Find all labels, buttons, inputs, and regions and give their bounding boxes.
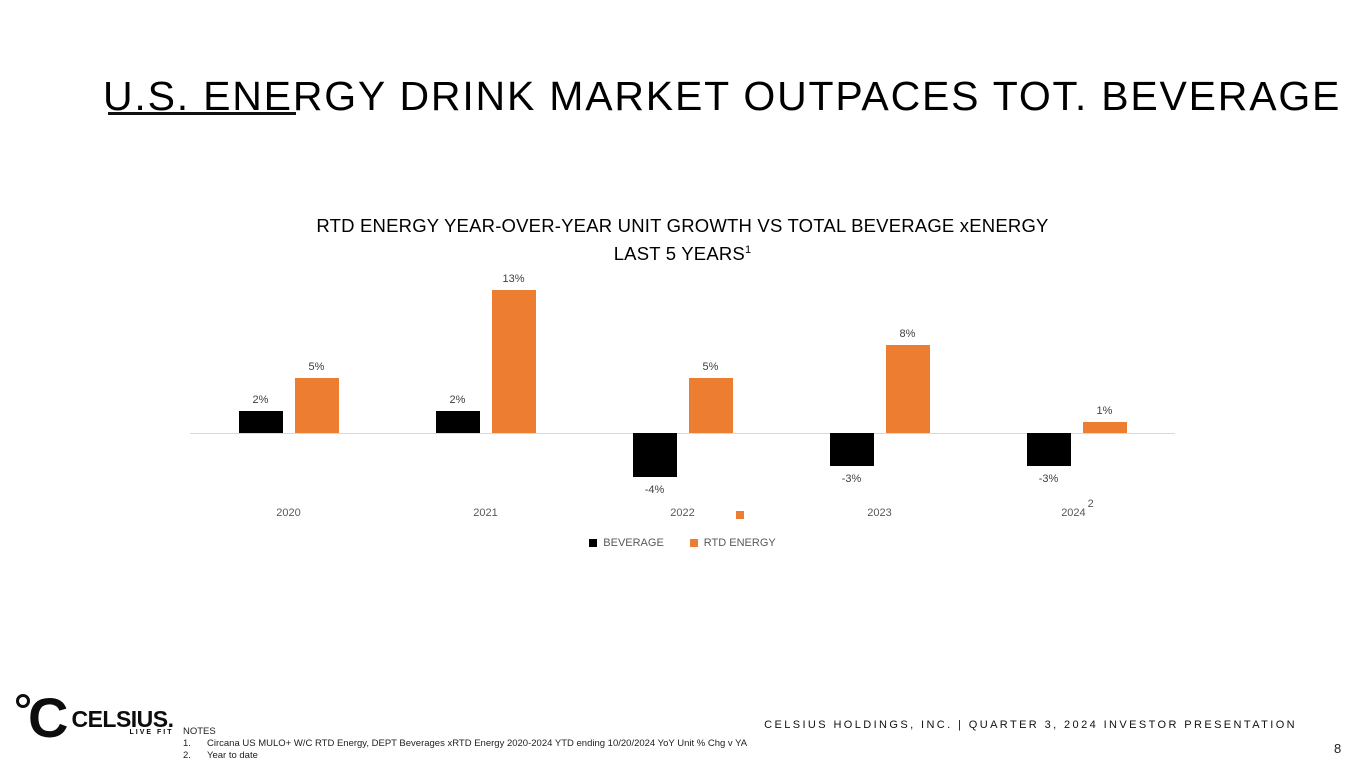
- legend-label-beverage: BEVERAGE: [603, 537, 664, 549]
- bar-value-label-rtd-energy-2020: 5%: [308, 361, 325, 373]
- title-underline: [108, 112, 296, 115]
- chart-title-line2: LAST 5 YEARS1: [613, 243, 752, 265]
- bar-chart: RTD ENERGY YEAR-OVER-YEAR UNIT GROWTH VS…: [190, 200, 1175, 580]
- footer-company-line: CELSIUS HOLDINGS, INC. | QUARTER 3, 2024…: [764, 719, 1297, 731]
- stray-orange-marker: [736, 511, 744, 519]
- bar-value-label-beverage-2023: -3%: [841, 473, 862, 485]
- chart-plot: 2% 5% 2020 2% 13% 2021 -4% 5% 2022 -3% 8% 2023 -3% 1%…: [190, 200, 1175, 580]
- bar-beverage-2024: [1026, 433, 1071, 466]
- x-axis-label-2021: 2021: [473, 507, 498, 519]
- bar-value-label-beverage-2021: 2%: [449, 394, 466, 406]
- bar-rtd-energy-2023: [885, 345, 930, 433]
- celsius-c-icon: C: [28, 686, 69, 749]
- celsius-logo-mark: C: [16, 690, 68, 746]
- bar-rtd-energy-2022: [688, 378, 733, 433]
- chart-legend: BEVERAGE RTD ENERGY: [190, 537, 1175, 549]
- x-axis-line: [190, 433, 1175, 434]
- bar-value-label-rtd-energy-2021: 13%: [502, 273, 525, 285]
- bar-beverage-2023: [829, 433, 874, 466]
- bar-value-label-rtd-energy-2024: 1%: [1096, 405, 1113, 417]
- year-superscript: 2: [1087, 498, 1094, 510]
- chart-title-superscript: 1: [744, 244, 752, 256]
- bar-value-label-beverage-2022: -4%: [644, 484, 665, 496]
- x-axis-label-2024: 20242: [1061, 498, 1094, 519]
- x-axis-label-2023: 2023: [867, 507, 892, 519]
- footnotes-title: NOTES: [183, 726, 216, 737]
- bar-value-label-beverage-2024: -3%: [1038, 473, 1059, 485]
- slide-title: U.S. ENERGY DRINK MARKET OUTPACES TOT. B…: [103, 73, 1342, 120]
- footnote-number: 2.: [183, 750, 191, 761]
- bar-value-label-rtd-energy-2022: 5%: [702, 361, 719, 373]
- footnote-text: Circana US MULO+ W/C RTD Energy, DEPT Be…: [207, 738, 748, 749]
- bar-value-label-rtd-energy-2023: 8%: [899, 328, 916, 340]
- legend-label-rtd-energy: RTD ENERGY: [703, 537, 776, 549]
- footnote-1: 1. Circana US MULO+ W/C RTD Energy, DEPT…: [183, 738, 747, 750]
- x-axis-label-2022: 2022: [670, 507, 695, 519]
- chart-title: RTD ENERGY YEAR-OVER-YEAR UNIT GROWTH VS…: [190, 214, 1175, 266]
- celsius-tagline: LIVE FIT: [129, 729, 174, 736]
- legend-swatch-beverage: [589, 539, 598, 547]
- bar-beverage-2021: [435, 411, 480, 433]
- bar-value-label-beverage-2020: 2%: [252, 394, 269, 406]
- celsius-logo-text: CELSIUS. LIVE FIT: [71, 706, 174, 737]
- chart-title-line1: RTD ENERGY YEAR-OVER-YEAR UNIT GROWTH VS…: [316, 215, 1049, 236]
- legend-swatch-rtd-energy: [689, 539, 698, 547]
- celsius-logo: C CELSIUS. LIVE FIT: [16, 690, 174, 746]
- degree-icon: [16, 694, 30, 708]
- bar-beverage-2022: [632, 433, 677, 477]
- legend-item-beverage: BEVERAGE: [589, 537, 664, 549]
- footnote-2: 2. Year to date: [183, 750, 747, 762]
- bar-rtd-energy-2021: [491, 290, 536, 433]
- x-axis-label-2020: 2020: [276, 507, 301, 519]
- bar-rtd-energy-2024: [1082, 422, 1127, 433]
- bar-beverage-2020: [238, 411, 283, 433]
- celsius-brand-name: CELSIUS.: [71, 706, 174, 732]
- footnote-number: 1.: [183, 738, 191, 749]
- page-number: 8: [1334, 741, 1342, 756]
- footnotes: NOTES 1. Circana US MULO+ W/C RTD Energy…: [183, 726, 747, 762]
- bar-rtd-energy-2020: [294, 378, 339, 433]
- legend-item-rtd-energy: RTD ENERGY: [689, 537, 776, 549]
- footnote-text: Year to date: [207, 750, 258, 761]
